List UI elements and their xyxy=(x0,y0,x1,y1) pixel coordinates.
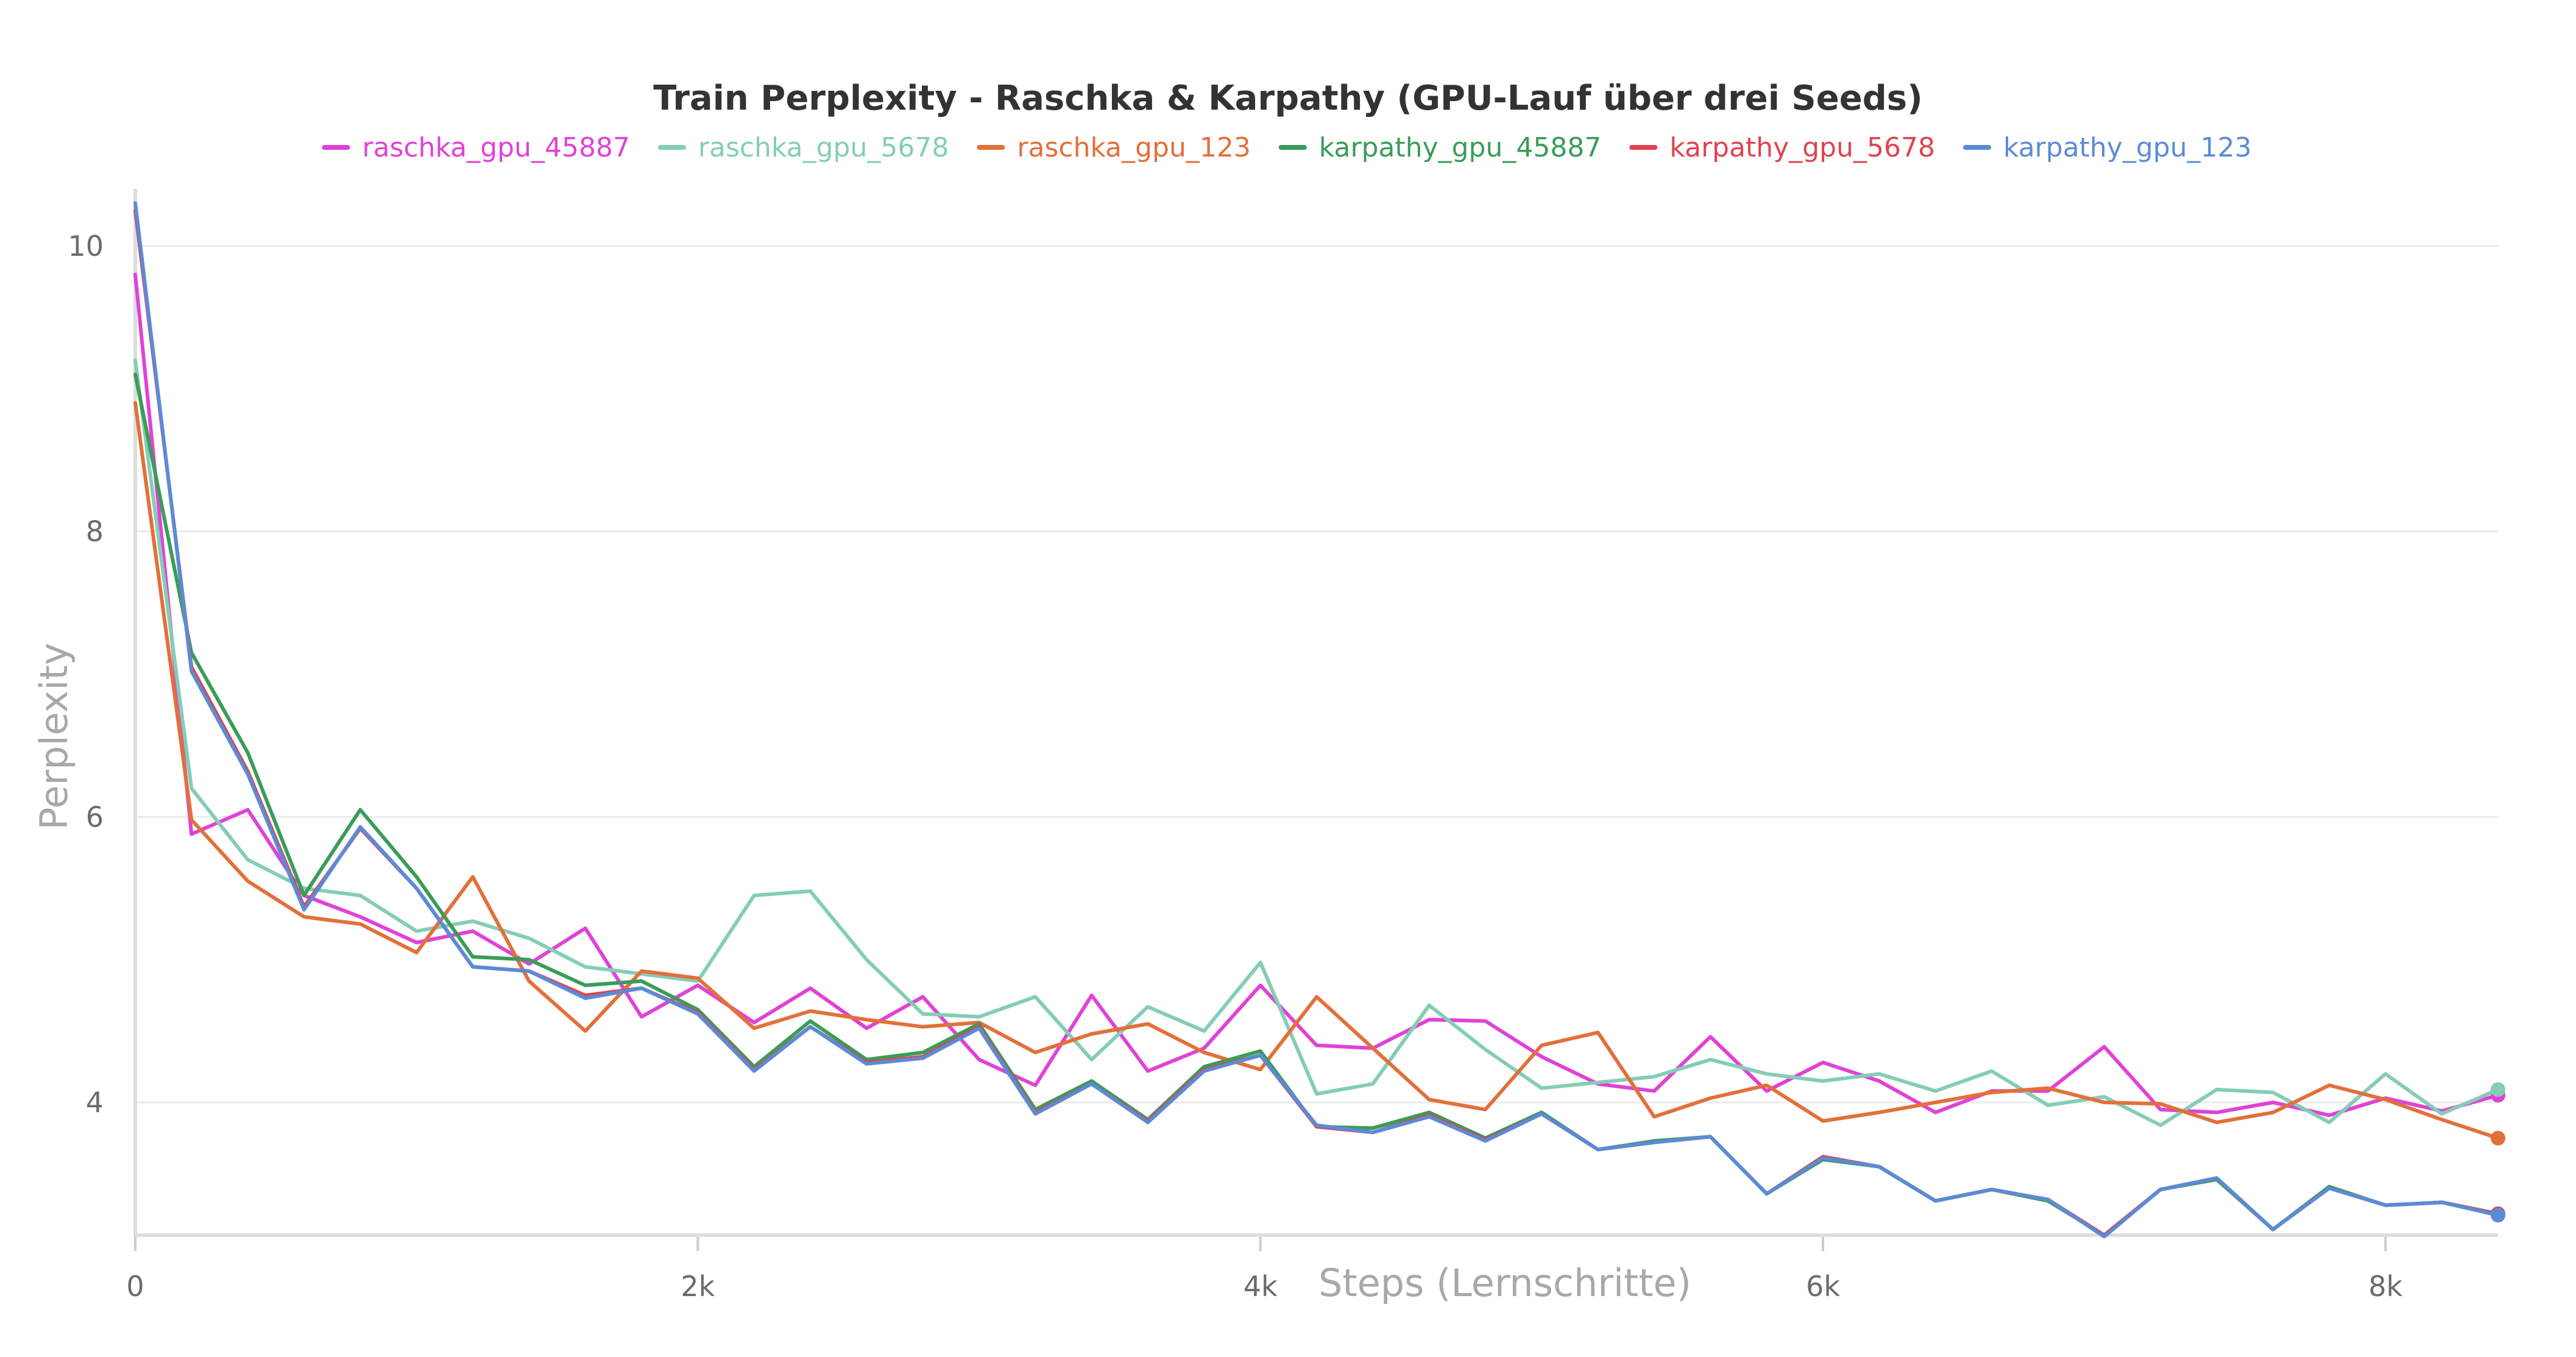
series-line-raschka_gpu_5678 xyxy=(133,358,2500,1127)
x-axis-title: Steps (Lernschritte) xyxy=(1318,1261,1691,1305)
legend-item-raschka_gpu_123[interactable]: raschka_gpu_123 xyxy=(977,132,1251,163)
x-tick-label: 4k xyxy=(1244,1270,1278,1303)
legend-label: raschka_gpu_123 xyxy=(1017,132,1250,163)
y-axis-ticks: 4 6 8 10 xyxy=(68,230,104,1119)
series-line-karpathy_gpu_123 xyxy=(133,201,2500,1239)
grid xyxy=(135,245,2498,1104)
y-tick-label: 4 xyxy=(86,1086,104,1119)
legend-item-raschka_gpu_5678[interactable]: raschka_gpu_5678 xyxy=(657,132,949,163)
legend-item-karpathy_gpu_45887[interactable]: karpathy_gpu_45887 xyxy=(1278,132,1602,163)
series-end-point-raschka_gpu_123 xyxy=(2491,1130,2505,1146)
x-tick-label: 0 xyxy=(126,1270,144,1303)
series-line-raschka_gpu_45887 xyxy=(133,272,2500,1118)
x-tick-label: 6k xyxy=(1806,1270,1840,1303)
legend-label: karpathy_gpu_45887 xyxy=(1319,132,1602,163)
legend-item-karpathy_gpu_123[interactable]: karpathy_gpu_123 xyxy=(1963,132,2252,163)
chart-title: Train Perplexity - Raschka & Karpathy (G… xyxy=(653,79,1922,118)
legend-label: karpathy_gpu_5678 xyxy=(1669,132,1935,163)
y-tick-label: 6 xyxy=(86,800,104,833)
series-group xyxy=(133,201,2505,1239)
x-axis-ticks: 0 2k 4k 6k 8k xyxy=(126,1235,2403,1303)
x-tick-label: 8k xyxy=(2368,1270,2402,1303)
legend-label: karpathy_gpu_123 xyxy=(2003,132,2252,163)
legend-item-raschka_gpu_45887[interactable]: raschka_gpu_45887 xyxy=(322,132,630,163)
legend-label: raschka_gpu_5678 xyxy=(698,132,949,163)
legend-item-karpathy_gpu_5678[interactable]: karpathy_gpu_5678 xyxy=(1629,132,1935,163)
series-end-point-raschka_gpu_5678 xyxy=(2491,1082,2505,1097)
y-tick-label: 10 xyxy=(68,230,104,263)
series-end-point-karpathy_gpu_123 xyxy=(2491,1208,2505,1223)
series-line-raschka_gpu_123 xyxy=(133,401,2500,1140)
series-line-karpathy_gpu_45887 xyxy=(133,372,2500,1237)
y-axis-title: Perplexity xyxy=(32,643,76,830)
legend-label: raschka_gpu_45887 xyxy=(363,132,630,163)
series-line-karpathy_gpu_5678 xyxy=(133,208,2500,1237)
y-tick-label: 8 xyxy=(86,515,104,548)
legend: raschka_gpu_45887 raschka_gpu_5678 raschka… xyxy=(322,132,2252,163)
x-tick-label: 2k xyxy=(681,1270,715,1303)
